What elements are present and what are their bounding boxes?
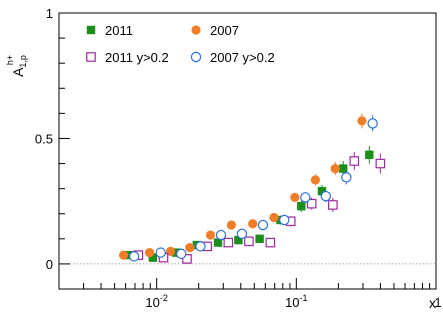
data-point <box>118 250 129 260</box>
data-point <box>367 118 378 129</box>
data-points <box>118 113 386 264</box>
x-tick-label: 10-1 <box>285 293 307 310</box>
y-tick-label: 1 <box>46 6 53 21</box>
legend-label: 2007 <box>210 23 239 38</box>
y-axis-superscript: h+ <box>5 55 15 65</box>
legend-marker <box>86 25 96 35</box>
data-point <box>148 253 158 262</box>
data-point <box>330 163 340 174</box>
data-point <box>195 241 206 252</box>
data-point <box>176 248 187 260</box>
y-axis-ticks: 00.51 <box>35 6 70 290</box>
x-tick-label: 10-2 <box>145 293 167 310</box>
data-point <box>234 235 243 245</box>
data-point <box>365 150 374 159</box>
data-point <box>185 243 195 253</box>
data-point <box>213 238 223 247</box>
data-point <box>128 251 140 262</box>
legend-marker <box>86 52 96 62</box>
data-point <box>171 248 181 257</box>
data-point <box>144 248 155 258</box>
x-axis-ticks: 10-2 10-1 1 <box>58 278 442 310</box>
data-point <box>306 198 317 209</box>
data-point <box>328 200 338 210</box>
data-point <box>166 246 176 256</box>
data-point <box>248 219 258 229</box>
x-tick-exponent: -1 <box>300 293 308 303</box>
data-point <box>349 156 360 166</box>
data-point <box>226 220 237 230</box>
series-1 <box>118 113 367 260</box>
legend: 2011 2007 2011 y>0.2 2007 y>0.2 <box>86 23 275 65</box>
data-point <box>310 175 321 185</box>
data-point <box>257 219 269 231</box>
series-3 <box>128 115 378 262</box>
y-tick-label: 0.5 <box>35 131 53 146</box>
legend-label: 2011 y>0.2 <box>105 50 169 65</box>
legend-label: 2007 y>0.2 <box>210 50 275 65</box>
data-point <box>215 229 227 241</box>
data-point <box>265 237 276 248</box>
data-point <box>205 230 216 240</box>
data-point <box>223 237 234 248</box>
data-point <box>339 164 348 173</box>
legend-label: 2011 <box>105 23 133 38</box>
y-axis-subscript: 1,p <box>18 55 28 68</box>
data-point <box>124 250 133 260</box>
data-point <box>320 190 332 202</box>
plot-frame <box>58 12 437 290</box>
legend-marker <box>190 51 202 63</box>
y-tick-label: 0 <box>46 257 53 272</box>
data-point <box>255 234 264 244</box>
data-point <box>375 158 386 169</box>
data-point <box>279 214 290 226</box>
x-tick-label: 1 <box>434 295 441 310</box>
data-point <box>155 247 166 258</box>
data-point <box>357 116 367 126</box>
data-point <box>290 192 300 203</box>
data-point <box>244 236 254 247</box>
data-point <box>317 186 327 196</box>
data-point <box>269 212 279 223</box>
data-point <box>341 172 352 183</box>
x-tick-exponent: -2 <box>160 293 168 303</box>
x-axis-label: x <box>429 295 436 311</box>
y-axis-label: A1,ph+ <box>5 55 28 77</box>
data-point <box>236 228 248 239</box>
legend-marker <box>191 25 201 35</box>
data-point <box>297 202 306 211</box>
data-point <box>300 192 311 203</box>
data-point <box>182 254 192 264</box>
